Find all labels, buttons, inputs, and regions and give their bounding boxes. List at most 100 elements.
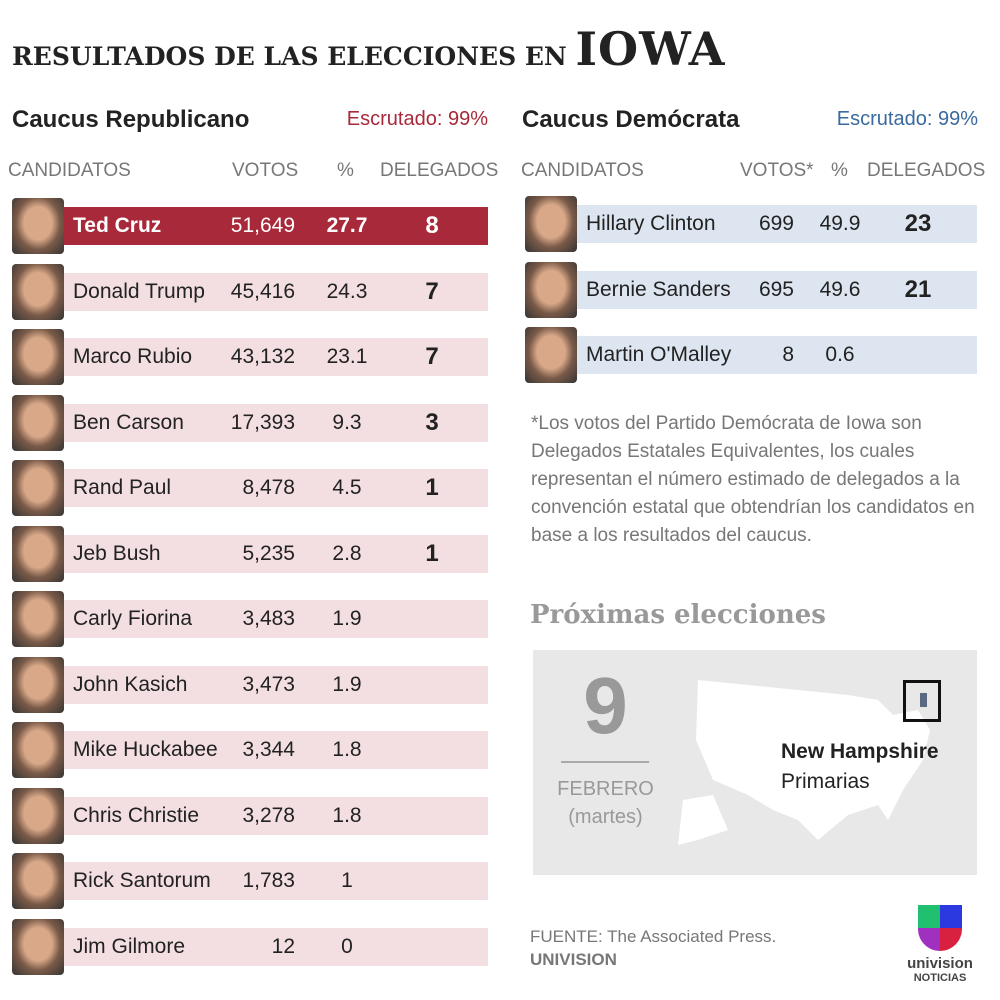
candidate-votes: 695 (758, 277, 794, 301)
candidate-name: Carly Fiorina (73, 607, 193, 630)
candidate-pct: 1.8 (332, 803, 362, 827)
candidate-pct: 24.3 (326, 279, 368, 303)
logo-subtext: NOTICIAS (913, 972, 967, 984)
candidate-pct: 23.1 (326, 345, 368, 368)
row-bar (64, 862, 488, 900)
candidate-row: Bernie Sanders 695 49.6 21 (525, 261, 977, 328)
rep-header-pct: % (337, 160, 354, 181)
dem-header-candidates: CANDIDATOS (521, 160, 644, 181)
brand-credit: UNIVISION (530, 950, 617, 969)
page-title: RESULTADOS DE LAS ELECCIONES EN IOWA (12, 22, 726, 76)
candidate-photo (12, 394, 64, 451)
candidate-delegates: 8 (425, 212, 439, 239)
candidate-name: Mike Huckabee (73, 738, 218, 761)
candidate-pct: 49.9 (819, 212, 861, 235)
candidate-delegates: 23 (904, 210, 932, 237)
candidate-photo (525, 196, 577, 252)
candidate-votes: 5,235 (242, 541, 295, 565)
candidate-delegates: 1 (425, 474, 439, 501)
rep-header-candidates: CANDIDATOS (8, 160, 131, 181)
candidate-photo (12, 329, 64, 385)
candidate-votes: 3,278 (242, 803, 295, 827)
row-bar (64, 665, 488, 704)
univision-logo: univision NOTICIAS (900, 905, 980, 995)
candidate-photo (12, 722, 64, 778)
democrat-counted: Escrutado: 99% (836, 108, 978, 130)
candidate-delegates: 7 (425, 343, 439, 370)
candidate-name: Hillary Clinton (586, 212, 716, 235)
democrat-footnote: *Los votos del Partido Demócrata de Iowa… (531, 413, 975, 546)
candidate-votes: 3,344 (242, 738, 295, 761)
candidate-name: Martin O'Malley (586, 343, 732, 366)
democrat-title: Caucus Demócrata (522, 106, 740, 133)
next-election-day: 9 (583, 661, 628, 750)
candidate-pct: 1.8 (332, 738, 362, 761)
candidate-row: Rand Paul 8,478 4.5 1 (12, 460, 488, 526)
dem-header-votes: VOTOS* (740, 160, 814, 181)
row-bar (64, 796, 488, 835)
row-bar (64, 600, 488, 638)
candidate-votes: 8 (782, 343, 794, 366)
candidate-photo (525, 261, 577, 318)
candidate-votes: 3,473 (242, 672, 295, 696)
candidate-row: Ted Cruz 51,649 27.7 8 (12, 198, 488, 264)
dem-header-delegates: DELEGADOS (867, 160, 986, 181)
candidate-delegates: 3 (425, 408, 439, 436)
next-election-type: Primarias (781, 770, 870, 793)
candidate-name: Rand Paul (73, 476, 172, 499)
republican-counted: Escrutado: 99% (346, 108, 488, 130)
next-election-state: New Hampshire (781, 740, 939, 763)
candidate-photo (12, 853, 64, 909)
date-divider (561, 761, 649, 763)
candidate-delegates: 1 (425, 539, 439, 567)
candidate-photo (12, 263, 64, 320)
candidate-votes: 17,393 (230, 410, 295, 434)
candidate-delegates: 7 (425, 277, 439, 305)
candidate-name: Marco Rubio (73, 345, 193, 368)
candidate-votes: 3,483 (242, 607, 295, 630)
candidate-pct: 1 (341, 869, 353, 892)
candidate-pct: 0.6 (825, 343, 855, 366)
candidate-delegates (412, 862, 452, 900)
candidate-pct: 4.5 (332, 476, 362, 499)
title-prefix: RESULTADOS DE LAS ELECCIONES EN (12, 42, 567, 71)
candidate-name: Jim Gilmore (73, 934, 186, 958)
candidate-votes: 45,416 (230, 279, 295, 303)
candidate-delegates (412, 928, 452, 966)
candidate-row: Chris Christie 3,278 1.8 (12, 787, 488, 854)
row-bar (577, 336, 977, 374)
row-bar (64, 272, 488, 311)
row-bar (64, 469, 488, 507)
row-bar (64, 338, 488, 376)
row-bar (577, 205, 977, 243)
candidate-name: Chris Christie (73, 803, 200, 827)
next-election-month: FEBRERO (557, 778, 654, 800)
candidate-photo (12, 787, 64, 844)
candidate-row: Rick Santorum 1,783 1 (12, 853, 488, 919)
candidate-pct: 1.9 (332, 672, 362, 696)
candidate-delegates (898, 336, 938, 374)
logo-text: univision (907, 955, 973, 972)
candidate-photo (12, 525, 64, 582)
candidate-name: Bernie Sanders (586, 277, 731, 301)
next-election-card: 9 FEBRERO (martes) New Hampshire Primari… (533, 650, 977, 875)
us-map-icon (678, 680, 930, 845)
candidate-row: Jim Gilmore 12 0 (12, 918, 488, 985)
candidate-row: Hillary Clinton 699 49.9 23 (525, 196, 977, 262)
candidate-pct: 27.7 (326, 214, 368, 237)
row-bar (64, 534, 488, 573)
candidate-row: John Kasich 3,473 1.9 (12, 656, 488, 723)
candidate-photo (12, 918, 64, 975)
candidate-votes: 12 (271, 934, 295, 958)
row-bar (64, 207, 488, 245)
rep-header-votes: VOTOS (232, 160, 299, 181)
candidate-row: Marco Rubio 43,132 23.1 7 (12, 329, 488, 395)
next-election-weekday: (martes) (568, 806, 643, 828)
candidate-photo (12, 460, 64, 516)
candidate-name: Donald Trump (73, 279, 205, 303)
new-hampshire-inset-icon (903, 680, 941, 722)
candidate-delegates (412, 666, 452, 704)
candidate-name: Ted Cruz (73, 214, 162, 237)
candidate-name: Jeb Bush (73, 541, 161, 565)
candidate-row: Mike Huckabee 3,344 1.8 (12, 722, 488, 788)
